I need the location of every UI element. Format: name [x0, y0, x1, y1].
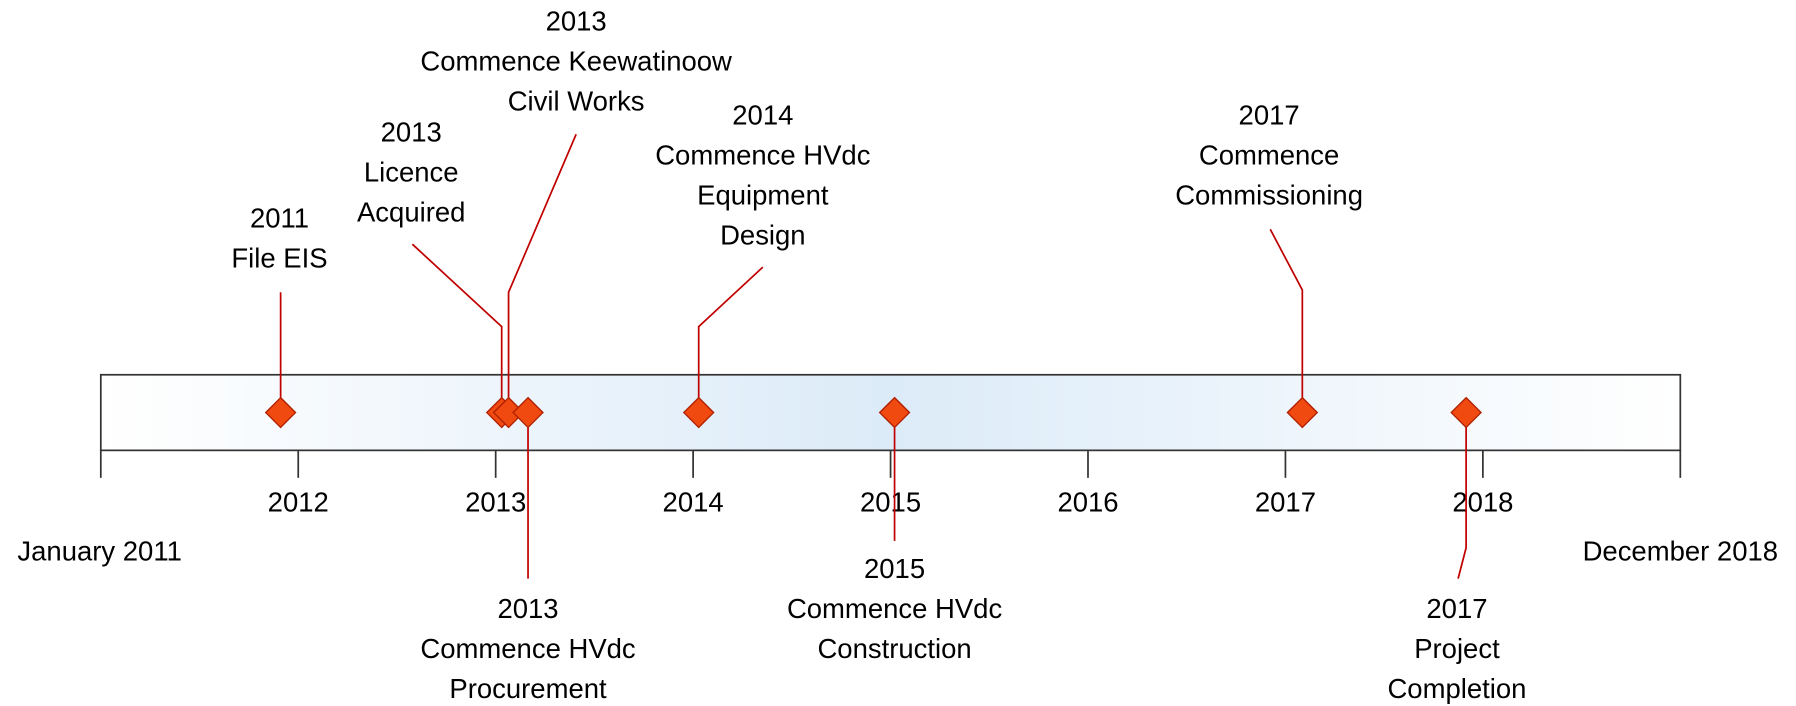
event-label: File EIS [231, 242, 327, 273]
event-date: 2017 [1239, 99, 1300, 130]
leader-line [1269, 228, 1304, 413]
event-date: 2013 [381, 116, 442, 147]
event-label: Project [1414, 633, 1500, 664]
milestone [512, 396, 544, 429]
event-label: Commissioning [1175, 179, 1363, 210]
event-label: Commence [1199, 139, 1339, 170]
event-date: 2011 [250, 202, 309, 233]
leader-line [411, 243, 503, 413]
end-label: December 2018 [1583, 536, 1778, 567]
leader-line [507, 133, 577, 413]
year-label: 2013 [465, 486, 526, 517]
milestone [878, 396, 911, 429]
year-label: 2016 [1057, 486, 1118, 517]
event-label: Commence HVdc [420, 633, 636, 664]
event-label: Completion [1387, 673, 1526, 704]
event-date: 2013 [546, 5, 607, 36]
event-label: Commence HVdc [787, 593, 1003, 624]
milestone [1450, 396, 1482, 429]
year-label: 2014 [663, 486, 724, 517]
start-label: January 2011 [17, 536, 181, 567]
year-label: 2018 [1452, 486, 1513, 517]
year-label: 2015 [860, 486, 921, 517]
leader-line [1457, 412, 1467, 579]
milestone [1286, 396, 1319, 429]
milestone [264, 396, 297, 429]
event-label: Commence HVdc [655, 139, 871, 170]
event-date: 2013 [497, 593, 558, 624]
event-label: Commence Keewatinoow [420, 45, 732, 76]
event-label: Civil Works [508, 86, 645, 117]
event-date: 2015 [864, 553, 925, 584]
event-date: 2017 [1426, 593, 1487, 624]
event-label: Procurement [449, 673, 607, 704]
event-label: Licence [364, 157, 459, 188]
year-label: 2012 [268, 486, 329, 517]
milestone [682, 396, 715, 429]
event-label: Construction [817, 633, 971, 664]
event-label: Acquired [357, 197, 465, 228]
year-label: 2017 [1255, 486, 1316, 517]
event-date: 2014 [732, 99, 793, 130]
leader-line [697, 266, 764, 413]
event-label: Design [720, 220, 806, 251]
event-label: Equipment [697, 179, 829, 210]
